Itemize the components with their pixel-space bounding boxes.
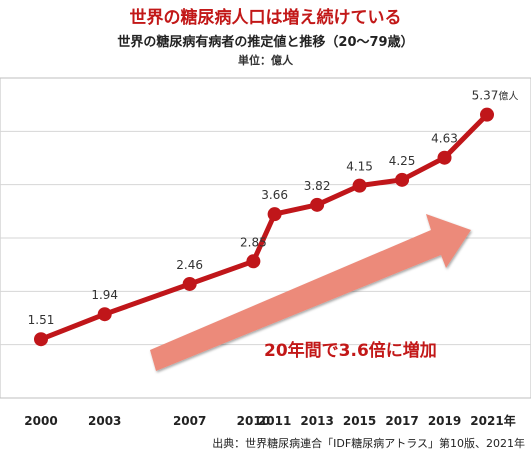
trend-arrow — [150, 214, 471, 371]
chart-title: 世界の糖尿病有病者の推定値と推移（20〜79歳） — [117, 35, 414, 50]
x-tick-label: 2019 — [428, 414, 461, 428]
x-tick-label: 2003 — [88, 414, 121, 428]
x-tick-label: 2021年 — [470, 413, 515, 428]
data-label: 3.66 — [261, 188, 288, 202]
data-point — [34, 332, 48, 347]
data-point — [246, 254, 261, 269]
headline: 世界の糖尿病人口は増え続けている — [129, 8, 402, 28]
data-label: 3.82 — [304, 179, 331, 193]
x-tick-label: 2013 — [300, 414, 333, 428]
series-polyline — [38, 112, 490, 342]
x-tick-label: 2007 — [173, 414, 206, 428]
data-labels: 1.51 1.94 2.46 2.85 3.66 3.82 4.15 4.25 4.63 5.37… — [28, 89, 519, 328]
data-label: 5.37億人 — [472, 89, 519, 103]
data-label: 4.15 — [346, 160, 373, 174]
source-note: 出典：世界糖尿病連合「IDF糖尿病アトラス」第10版、2021年 — [212, 437, 525, 450]
data-label: 4.63 — [431, 132, 458, 146]
growth-annotation: 20年間で3.6倍に増加 — [264, 340, 437, 361]
data-point — [310, 197, 325, 212]
data-label: 1.51 — [28, 313, 55, 327]
data-point — [182, 276, 197, 291]
x-tick-label: 2011 — [258, 414, 291, 428]
data-label: 1.94 — [91, 288, 118, 302]
data-point — [437, 150, 452, 165]
data-point — [267, 207, 282, 222]
data-point — [480, 107, 494, 122]
x-tick-label: 2000 — [24, 414, 57, 428]
data-points — [34, 107, 494, 347]
x-tick-label: 2010 — [237, 414, 270, 428]
data-point — [352, 178, 367, 193]
trend-arrow-shape — [150, 214, 471, 371]
data-label: 4.25 — [389, 154, 416, 168]
x-tick-label: 2017 — [385, 414, 418, 428]
data-label: 2.46 — [176, 258, 203, 272]
unit-label: 単位：億人 — [238, 54, 293, 67]
data-point — [395, 172, 410, 187]
series-line — [38, 112, 490, 342]
data-label-unit: 億人 — [498, 90, 518, 103]
data-label: 2.85 — [240, 235, 267, 249]
x-tick-label: 2015 — [343, 414, 376, 428]
data-point — [97, 307, 112, 322]
